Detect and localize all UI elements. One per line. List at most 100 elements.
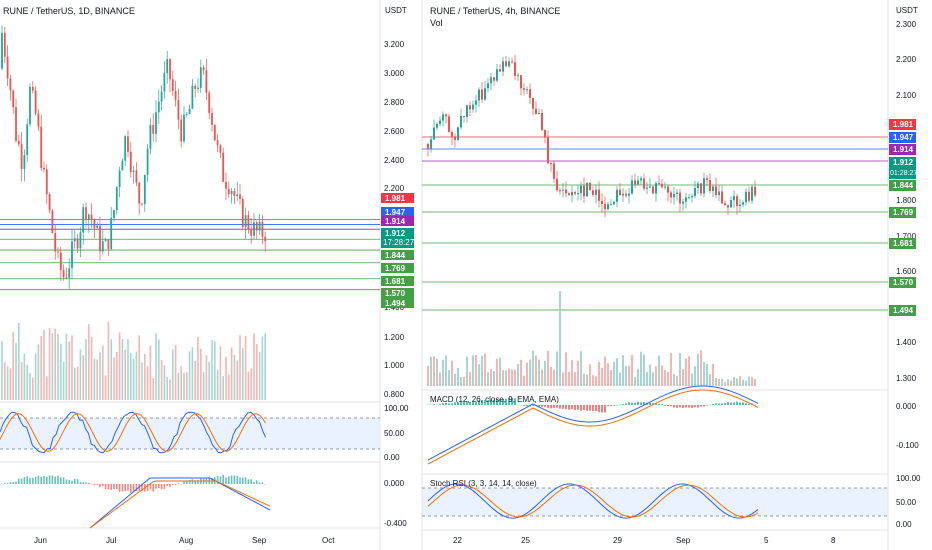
left-candle-body [143,174,146,204]
left-candle-body [194,85,197,89]
left-volume-bar [48,328,51,400]
stoch-rsi-indicator-label[interactable]: Stoch RSI (3, 3, 14, 14, close) [430,479,537,488]
right-volume-bar [604,356,606,386]
left-candle-body [135,170,138,183]
right-volume-bar [640,351,642,386]
right-candle-body [502,61,504,72]
right-volume-bar [649,364,651,386]
left-macd-tick: 0.000 [384,479,405,488]
right-macd-histogram-bar [745,403,747,405]
right-macd-histogram-bar [553,405,555,408]
right-macd-tick: -0.100 [896,441,919,450]
left-macd-histogram-bar [188,479,191,484]
right-volume-bar [580,351,582,386]
left-macd-histogram-bar [149,484,152,490]
left-price-tag-label: 1.681 [385,277,406,286]
left-candle-body [141,203,143,205]
right-volume-bar [547,350,549,386]
left-volume-bar [9,368,12,400]
right-volume-bar [658,355,660,386]
right-candle-body [553,163,555,179]
left-candle-body [197,87,199,89]
left-volume-bar [155,333,157,400]
left-candle-body [166,59,169,74]
left-volume-tick: 0.800 [384,390,405,399]
macd-indicator-label[interactable]: MACD (12, 26, close, 9, EMA, EMA) [430,395,559,404]
left-volume-bar [62,361,65,400]
right-time-label: 8 [831,536,836,545]
right-volume-bar [655,366,657,386]
left-macd-histogram-bar [219,476,222,484]
left-candle-body [255,222,258,231]
right-candle-body [658,183,660,185]
right-macd-histogram-bar [643,402,645,405]
right-price-tag-1.912 [889,157,916,179]
right-volume-bar [442,359,444,386]
right-macd-histogram-bar [511,397,513,405]
left-volume-bar [20,362,23,400]
left-macd-histogram-bar [228,476,230,484]
right-candle-body [754,186,756,196]
left-volume-bar [51,333,54,400]
left-volume-bar [253,333,255,400]
right-volume-bar [676,375,678,386]
left-volume-bar [1,341,3,400]
left-macd-histogram-bar [174,484,177,486]
right-candle-body [493,77,495,81]
right-candle-body [748,191,750,201]
left-candle-body [31,86,34,91]
right-volume-bar [520,359,522,386]
right-candle-body [724,203,726,206]
left-candle-body [3,32,6,57]
right-volume-bar [469,372,471,386]
right-macd-histogram-bar [724,403,726,405]
right-price-tick: 2.300 [896,20,917,29]
right-candle-body [616,189,618,202]
left-volume-bar [219,346,222,400]
left-candle-body [208,92,211,113]
left-macd-histogram-bar [4,482,6,484]
left-volume-bar [93,358,96,400]
left-macd-tick: -0.400 [384,519,407,528]
left-volume-bar [144,353,146,400]
left-volume-bar [37,344,40,400]
left-volume-bar [264,333,266,400]
right-candle-body [622,193,624,196]
left-volume-bar [244,336,247,400]
left-candle-body [146,148,149,175]
right-candle-body [739,204,741,207]
left-macd-histogram-bar [197,480,199,484]
right-candle-body [646,187,648,189]
left-macd-histogram-bar [104,484,107,490]
right-macd-histogram-bar [577,405,579,410]
left-volume-bar [146,366,149,400]
right-volume-bar [568,371,570,386]
left-macd-histogram-bar [135,484,138,492]
right-candle-body [481,89,483,100]
left-macd-histogram-bar [146,484,149,491]
left-candle-body [127,136,129,152]
right-macd-histogram-bar [595,405,597,411]
right-volume-bar [427,365,429,386]
left-volume-bar [99,352,101,400]
right-price-tag-1.981 [889,119,916,130]
left-macd-histogram-bar [18,478,20,484]
right-candle-body [736,196,738,207]
left-candle-body [250,229,253,236]
right-price-tag-1.844 [889,180,916,191]
right-macd-histogram-bar [439,404,441,405]
right-macd-histogram-bar [487,400,489,405]
right-macd-histogram-bar [484,400,486,405]
left-volume-bar [166,376,168,400]
right-macd-histogram-bar [514,398,516,405]
left-candle-body [202,67,205,71]
left-macd-histogram-bar [107,484,110,490]
left-volume-bar [228,374,230,400]
right-volume-bar [592,375,594,386]
left-candle-body [199,67,202,88]
left-price-tag-1.981 [381,193,414,203]
left-volume-bar [172,349,174,400]
left-volume-bar [116,351,118,400]
right-candle-body [751,186,753,201]
